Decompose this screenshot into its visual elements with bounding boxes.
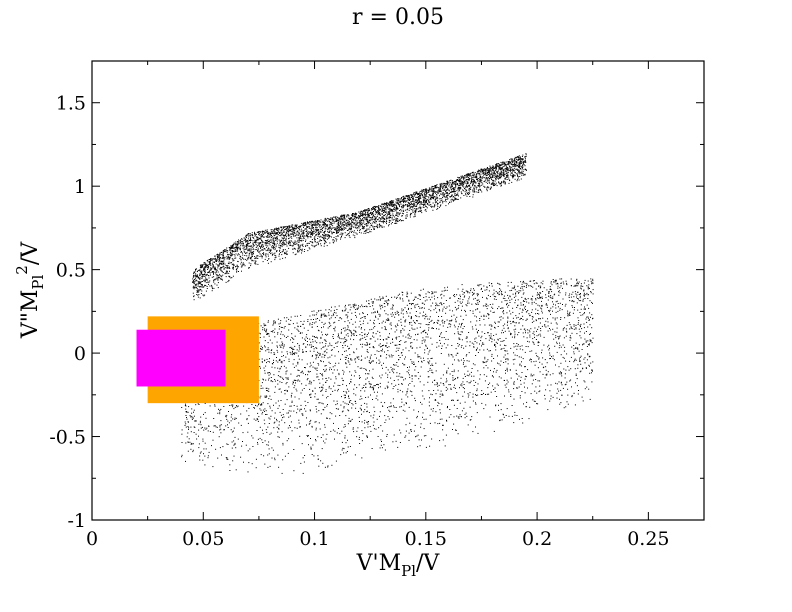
y-axis-label: V"MPl2/V [13,241,47,339]
y-tick-label: -1 [67,510,86,532]
series-0 [181,153,594,474]
plot-frame [91,60,705,521]
y-axis-label-main: V"M [18,290,43,340]
x-tick-label: 0.1 [299,528,329,550]
y-tick-label: 0.5 [56,260,86,282]
x-tick-label: 0.15 [405,528,447,550]
series-0-region-0 [192,153,527,301]
x-tick-label: 0.2 [522,528,552,550]
y-tick-label: 1.5 [56,93,86,115]
y-tick-label: 1 [74,176,86,198]
x-axis-label-main: V'M [356,551,401,576]
series-2-region-0 [136,329,226,387]
x-tick-label: 0.25 [627,528,669,550]
y-axis-label-sub: Pl [29,275,47,290]
axis-ticks: 0 0.05 0.1 0.15 0.2 0.25 -1 -0.5 0 0.5 1 1.5 [49,60,704,550]
x-tick-label: 0.05 [182,528,224,550]
y-axis-label-tail: /V [18,241,43,265]
x-tick-label: 0 [86,528,98,550]
x-axis-label-sub: Pl [401,562,416,580]
series-2 [136,329,226,387]
x-axis-label-tail: /V [416,551,440,576]
chart-title: r = 0.05 [352,5,444,30]
y-tick-label: -0.5 [49,427,86,449]
x-axis-label: V'MPl/V [356,551,441,580]
y-tick-label: 0 [74,343,86,365]
data-points [136,153,594,474]
y-axis-label-sup: 2 [13,265,31,275]
